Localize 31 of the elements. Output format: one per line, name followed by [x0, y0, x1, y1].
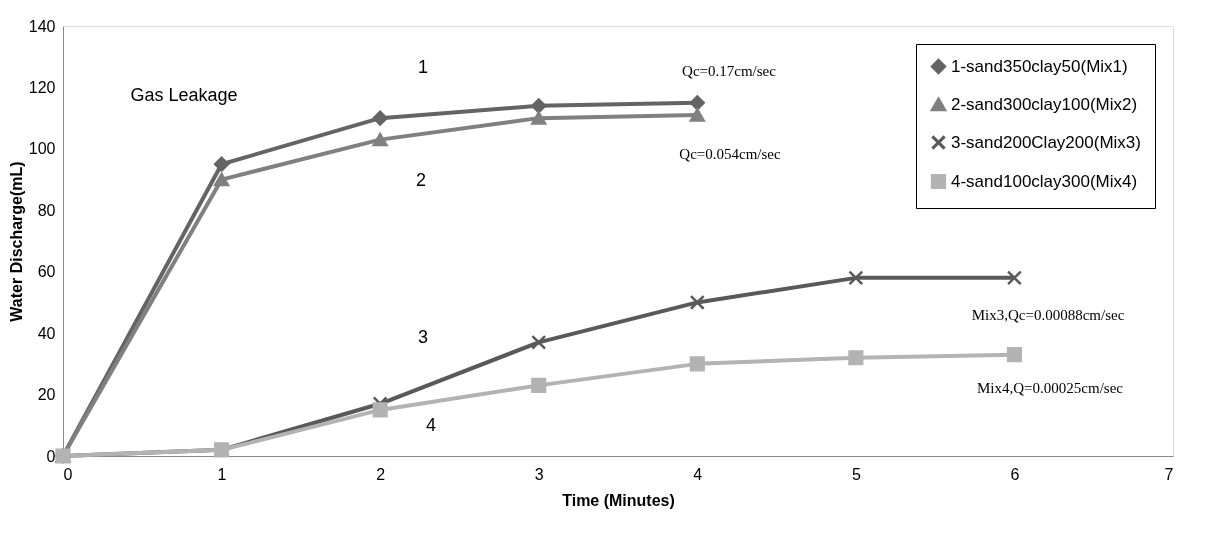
- y-tick-label: 120: [28, 78, 56, 96]
- y-tick-label: 60: [37, 263, 56, 281]
- y-tick-label: 40: [37, 324, 56, 342]
- x-tick-label: 7: [1164, 465, 1174, 483]
- x-tick-label: 1: [217, 465, 227, 483]
- x-tick-label: 5: [851, 465, 861, 483]
- y-tick-label: 80: [37, 201, 56, 219]
- annotation: Qc=0.17cm/sec: [682, 63, 777, 79]
- y-tick-label: 140: [28, 17, 56, 35]
- annotation: 3: [417, 327, 429, 347]
- y-tick-label: 20: [37, 386, 56, 404]
- annotation: 1: [417, 57, 429, 77]
- annotation: Mix3,Qc=0.00088cm/sec: [971, 307, 1125, 323]
- x-axis-title: Time (Minutes): [562, 491, 675, 509]
- x-tick-label: 3: [534, 465, 544, 483]
- annotation: 2: [415, 170, 427, 190]
- x-tick-label: 0: [63, 465, 73, 483]
- legend-label: 4-sand100clay300(Mix4): [951, 171, 1138, 191]
- annotation: 4: [425, 415, 437, 435]
- annotation: Gas Leakage: [130, 85, 238, 105]
- legend-label: 1-sand350clay50(Mix1): [951, 56, 1128, 76]
- annotation: Qc=0.054cm/sec: [679, 146, 782, 162]
- x-tick-label: 4: [693, 465, 703, 483]
- legend-label: 3-sand200Clay200(Mix3): [951, 132, 1141, 152]
- y-tick-label: 0: [46, 447, 56, 465]
- y-tick-label: 100: [28, 140, 56, 158]
- x-tick-label: 2: [376, 465, 386, 483]
- y-axis-title: Water Discharge(mL): [7, 161, 25, 322]
- legend-label: 2-sand300clay100(Mix2): [951, 94, 1138, 114]
- x-tick-label: 6: [1010, 465, 1020, 483]
- annotation: Mix4,Q=0.00025cm/sec: [977, 380, 1124, 396]
